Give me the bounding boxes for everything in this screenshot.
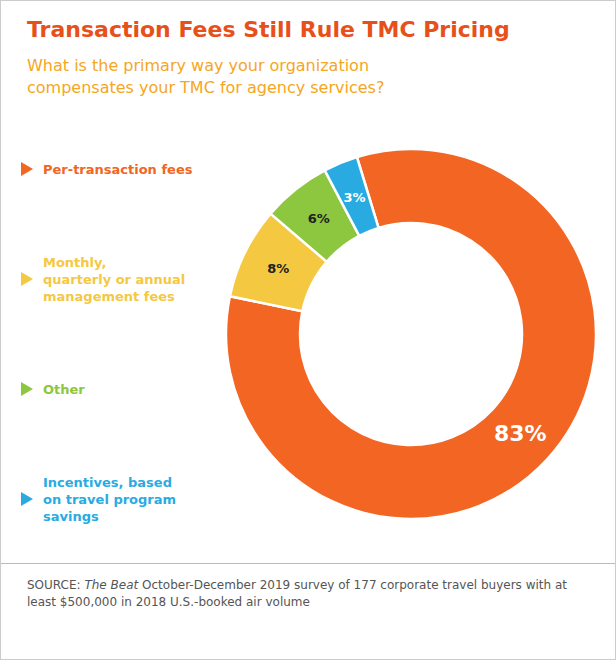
subtitle: What is the primary way your organizatio… xyxy=(27,55,384,98)
source: SOURCE: The Beat October-December 2019 s… xyxy=(27,577,589,612)
source-text: The Beat xyxy=(84,578,138,592)
data-label: 6% xyxy=(308,211,330,226)
legend-marker xyxy=(21,272,33,286)
slice xyxy=(226,149,596,519)
slices xyxy=(226,149,596,519)
page: Transaction Fees Still Rule TMC Pricing … xyxy=(0,0,616,660)
legend-marker xyxy=(21,382,33,396)
data-label: 3% xyxy=(344,190,366,205)
source-rule xyxy=(1,563,615,564)
legend-marker xyxy=(21,162,33,176)
chart: 83% 8% 6% 3% Per-transaction fees Monthly,qua… xyxy=(1,119,616,559)
data-labels: 83% 8% 6% 3% xyxy=(267,190,546,447)
legend-label: Incentives, basedon travel programsaving… xyxy=(43,475,176,524)
data-label: 83% xyxy=(494,421,547,446)
source-text: SOURCE: xyxy=(27,578,81,592)
legend-marker xyxy=(21,492,33,506)
legend-label: Monthly,quarterly or annualmanagement fe… xyxy=(43,255,185,304)
legend-label: Per-transaction fees xyxy=(43,162,193,177)
slice xyxy=(325,157,379,236)
data-label: 8% xyxy=(267,261,289,276)
legend: Per-transaction fees Monthly,quarterly or… xyxy=(21,162,193,524)
title: Transaction Fees Still Rule TMC Pricing xyxy=(27,17,510,42)
legend-label: Other xyxy=(43,382,85,397)
